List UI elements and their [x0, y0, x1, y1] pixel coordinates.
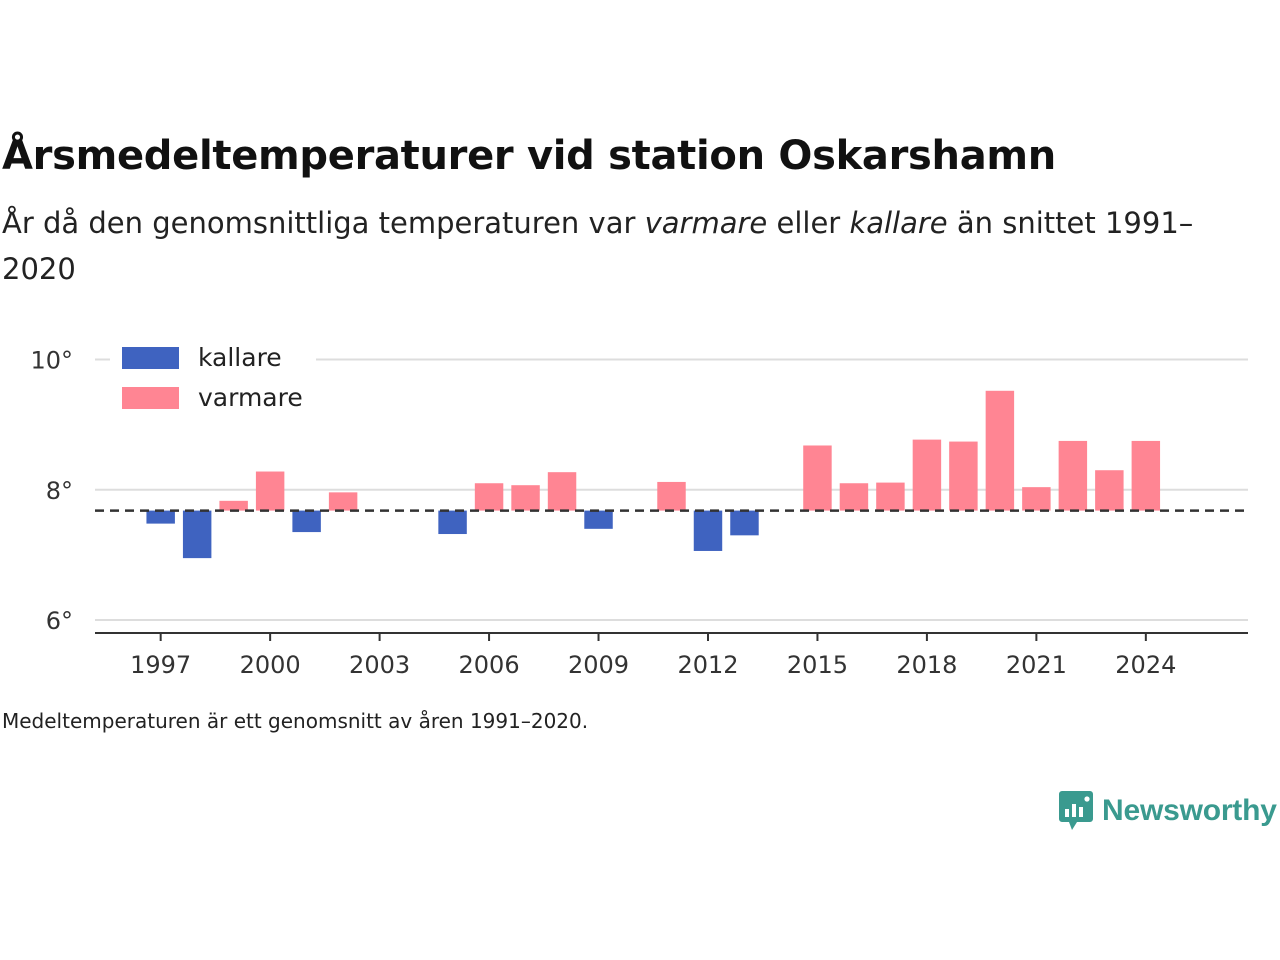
bar-varmare — [474, 483, 504, 511]
bar-kallare — [146, 510, 175, 524]
bar-varmare — [657, 481, 686, 511]
subtitle-warm-word: varmare — [644, 206, 768, 240]
x-tick-label: 1997 — [130, 651, 191, 679]
bar-varmare — [1131, 440, 1161, 511]
x-tick-label: 2024 — [1115, 651, 1176, 679]
bar-varmare — [328, 492, 358, 511]
legend-label-varmare: varmare — [198, 383, 303, 412]
chart-title: Årsmedeltemperaturer vid station Oskarsh… — [2, 133, 1056, 179]
x-tick-label: 2021 — [1006, 651, 1067, 679]
bar-kallare — [730, 510, 759, 536]
y-tick-label: 8° — [46, 477, 73, 505]
bar-varmare — [1058, 440, 1088, 511]
subtitle-text-end: än snittet 1991–2020 — [2, 206, 1194, 286]
x-tick-label: 2015 — [787, 651, 848, 679]
subtitle-text-mid: eller — [767, 206, 850, 240]
footnote: Medeltemperaturen är ett genomsnitt av å… — [2, 709, 589, 733]
bar-kallare — [584, 510, 613, 529]
bar-varmare — [255, 471, 285, 511]
y-tick-label: 6° — [46, 607, 73, 635]
bars — [146, 390, 1161, 559]
brand-name: Newsworthy — [1102, 794, 1277, 827]
x-tick-label: 2003 — [349, 651, 410, 679]
subtitle-cold-word: kallare — [849, 206, 948, 240]
bar-kallare — [292, 510, 321, 533]
bar-varmare — [219, 500, 248, 511]
legend-swatch-varmare — [122, 387, 179, 409]
legend: kallare varmare — [110, 338, 316, 418]
temperature-bar-chart: 6° 8° 10° 1997 2000 2003 2006 2009 2012 2015 2018 2… — [30, 338, 1248, 679]
brand: Newsworthy — [1058, 790, 1277, 832]
chart-subtitle: År då den genomsnittliga temperaturen va… — [2, 200, 1242, 292]
bar-varmare — [912, 439, 942, 511]
x-tick-label: 2000 — [240, 651, 301, 679]
axes: 6° 8° 10° 1997 2000 2003 2006 2009 2012 2015 2018 2… — [30, 347, 1248, 679]
x-tick-label: 2006 — [459, 651, 520, 679]
bar-kallare — [182, 510, 212, 559]
x-tick-label: 2018 — [896, 651, 957, 679]
bar-kallare — [693, 510, 723, 551]
bar-varmare — [803, 445, 832, 511]
y-tick-label: 10° — [30, 347, 73, 375]
bar-varmare — [839, 483, 869, 511]
subtitle-text-start: År då den genomsnittliga temperaturen va… — [2, 206, 645, 240]
bar-varmare — [876, 482, 905, 511]
bar-varmare — [1022, 487, 1051, 511]
bar-varmare — [1095, 470, 1124, 511]
bar-varmare — [985, 390, 1015, 511]
bar-varmare — [547, 472, 577, 511]
x-tick-label: 2009 — [568, 651, 629, 679]
bar-kallare — [438, 510, 467, 535]
x-tick-label: 2012 — [677, 651, 738, 679]
legend-swatch-kallare — [122, 347, 179, 369]
newsworthy-logo-icon — [1059, 791, 1093, 830]
legend-label-kallare: kallare — [198, 343, 282, 372]
bar-varmare — [949, 441, 978, 511]
bar-varmare — [511, 485, 540, 511]
